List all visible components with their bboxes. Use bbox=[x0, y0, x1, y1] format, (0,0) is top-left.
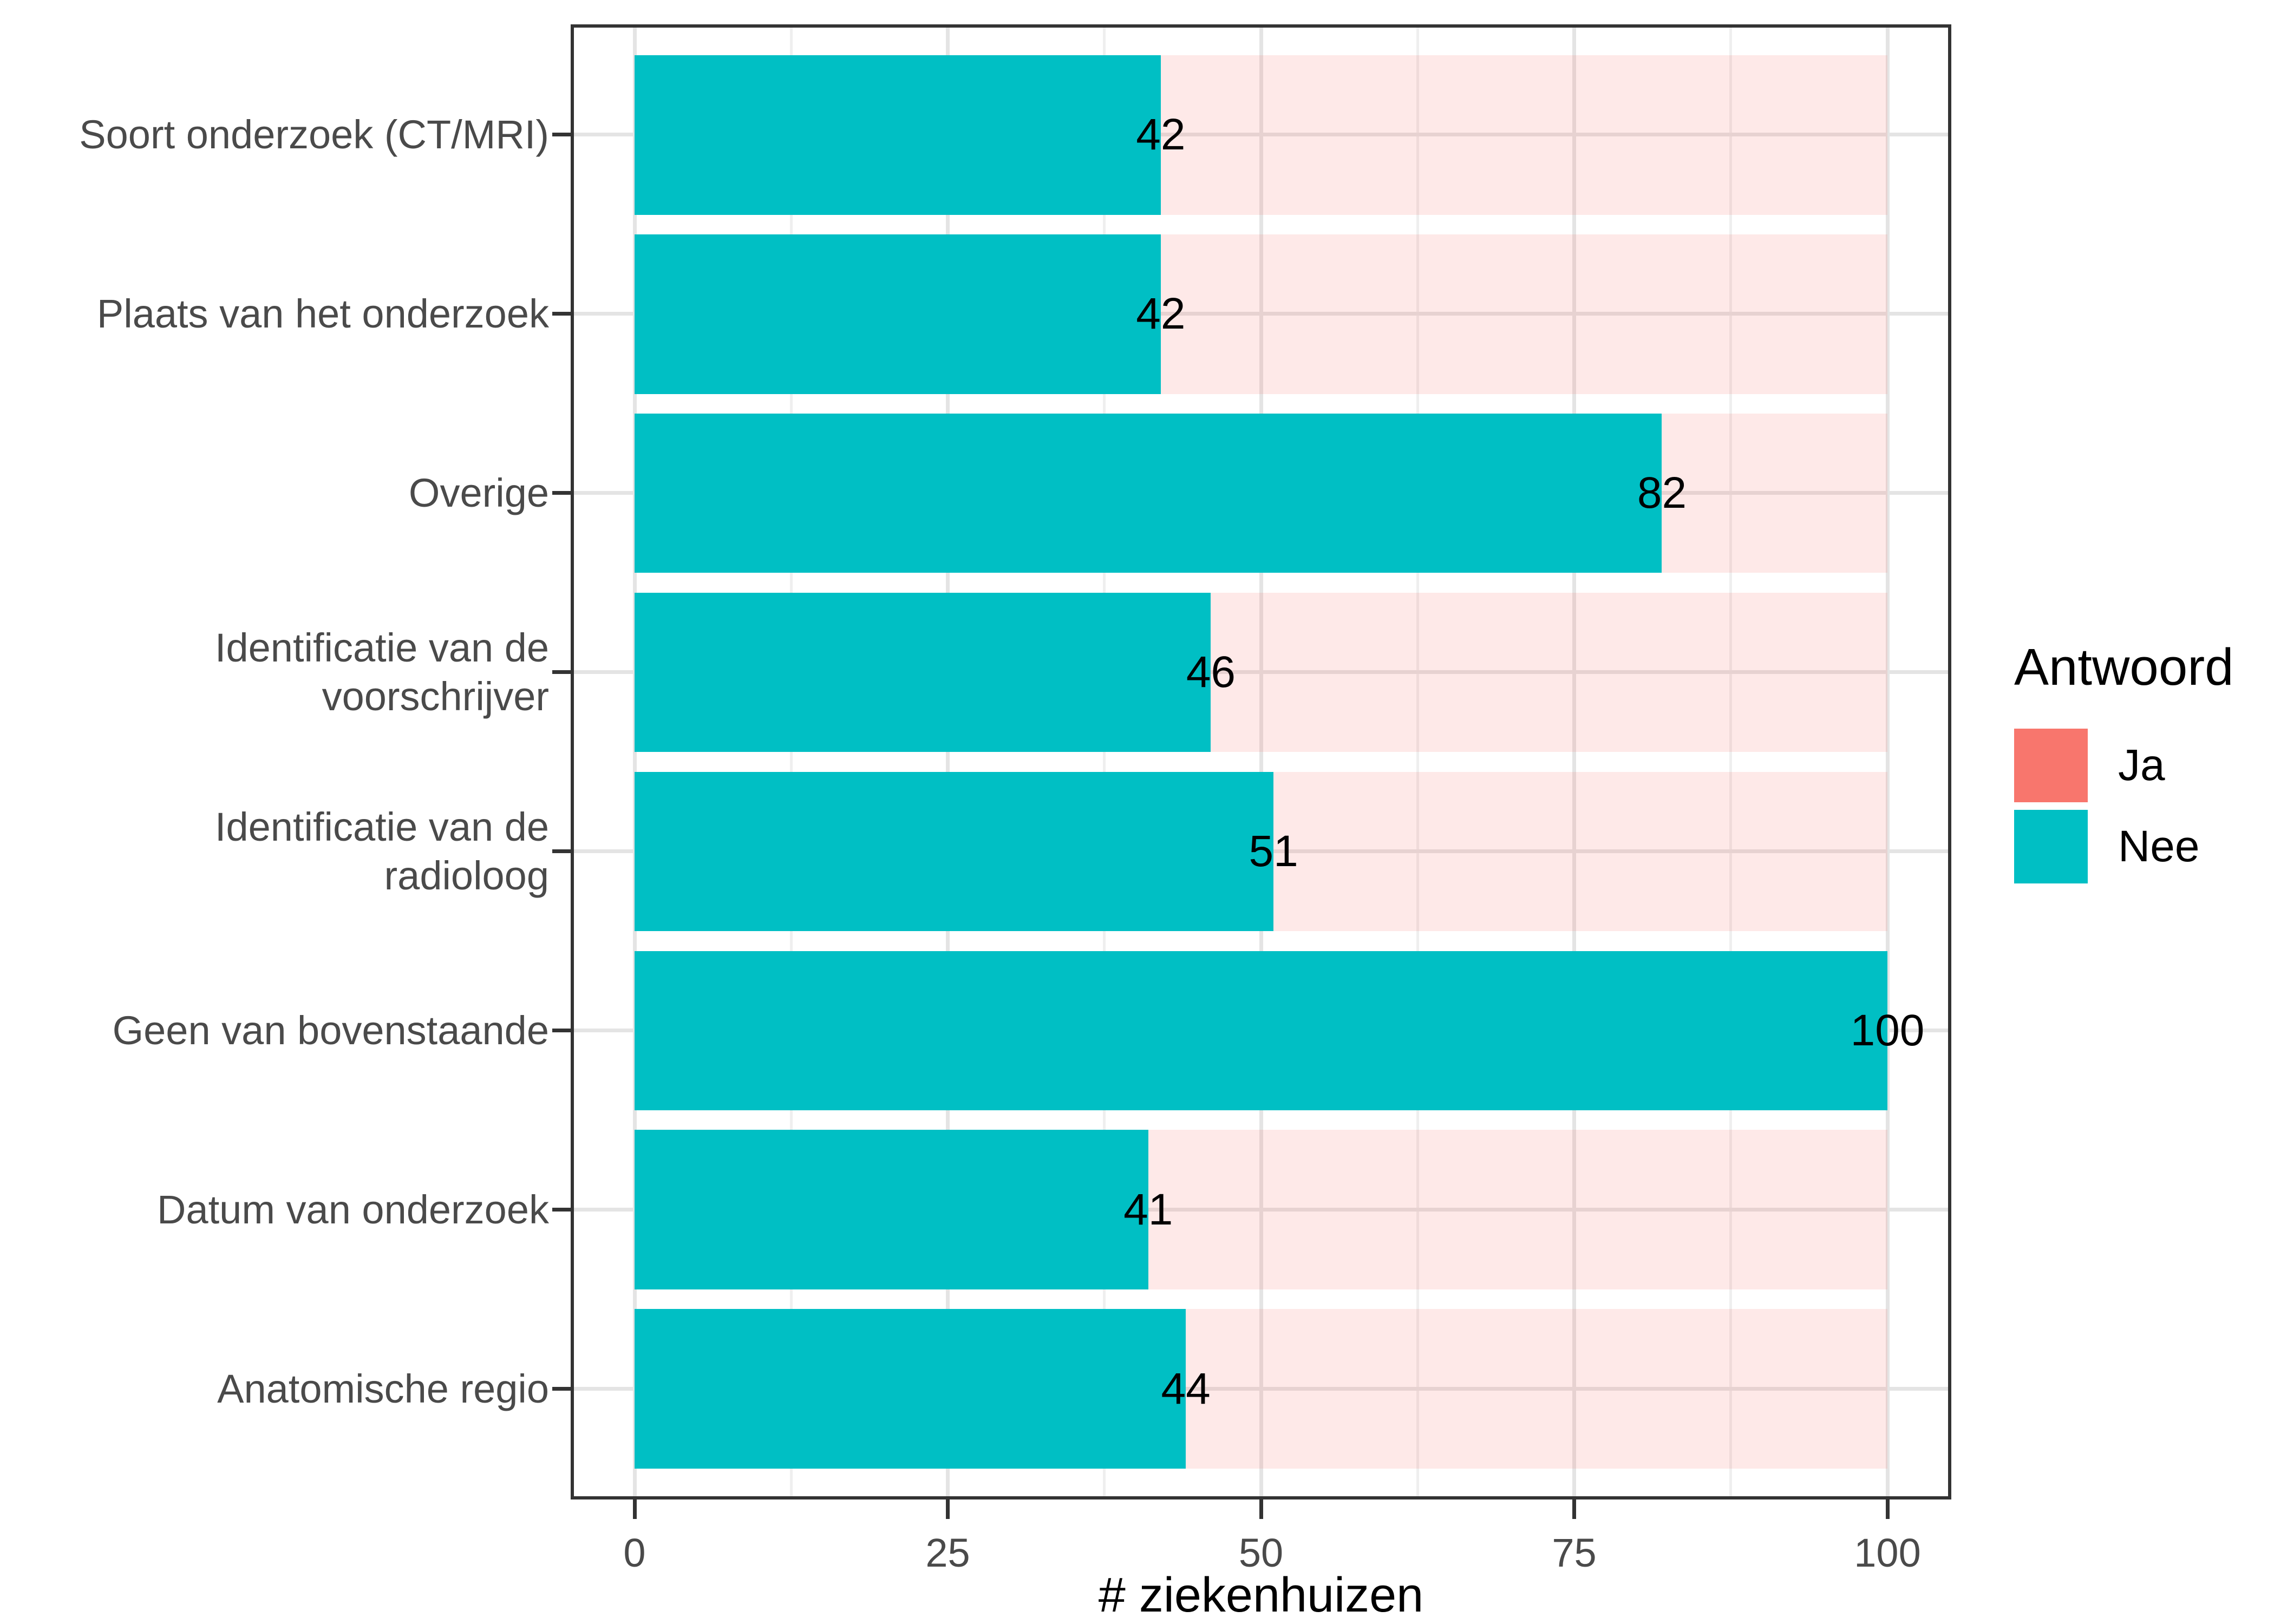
plot-panel: 42 Soort onderzoek (CT/MRI) 42 Plaats van h… bbox=[79, 24, 1951, 1575]
legend-swatch-ja bbox=[2014, 729, 2088, 802]
y-axis-label-line: Overige bbox=[408, 470, 549, 516]
bar-ja bbox=[1148, 1130, 1887, 1289]
bar-nee bbox=[635, 771, 1274, 932]
y-axis-tick bbox=[552, 670, 571, 675]
y-axis-label-line: Geen van bovenstaande bbox=[112, 1007, 549, 1053]
y-axis-label-line: Identificatie van de bbox=[214, 804, 549, 849]
y-axis-tick bbox=[552, 1028, 571, 1032]
bar-nee bbox=[635, 592, 1211, 752]
chart-row: 41 Datum van onderzoek bbox=[157, 1120, 1948, 1299]
x-axis-tick-label: 25 bbox=[925, 1530, 970, 1575]
y-axis-label: Plaats van het onderzoek bbox=[97, 290, 549, 338]
grid-line-v-major bbox=[946, 28, 950, 1496]
grid-line-v-major bbox=[632, 28, 637, 1496]
x-axis-tick bbox=[1572, 1499, 1576, 1519]
x-axis-tick-label: 75 bbox=[1552, 1530, 1597, 1575]
legend-item-nee: Nee bbox=[2014, 810, 2234, 883]
x-axis-tick bbox=[946, 1499, 950, 1519]
bar-ja bbox=[1160, 234, 1887, 394]
bar-nee bbox=[635, 55, 1161, 215]
y-axis-label-line: Anatomische regio bbox=[217, 1366, 549, 1411]
legend-swatch-nee bbox=[2014, 810, 2088, 883]
y-axis-label-line: Datum van onderzoek bbox=[157, 1187, 549, 1232]
legend-title: Antwoord bbox=[2014, 638, 2234, 696]
y-axis-label-line: Identificatie van de bbox=[214, 625, 549, 671]
y-axis-tick bbox=[552, 491, 571, 495]
x-axis-tick-label: 0 bbox=[623, 1530, 646, 1575]
legend-label-nee: Nee bbox=[2118, 822, 2200, 871]
y-axis-label: Identificatie van de radioloog bbox=[215, 803, 549, 900]
bar-value-label: 46 bbox=[1186, 647, 1236, 697]
chart-row: 44 Anatomische regio bbox=[217, 1299, 1948, 1478]
bar-ja bbox=[1662, 413, 1887, 573]
x-axis-tick bbox=[1885, 1499, 1890, 1519]
bar-ja bbox=[1273, 771, 1887, 932]
y-axis-label-line: Plaats van het onderzoek bbox=[96, 291, 549, 337]
grid-line-v-minor bbox=[1103, 28, 1106, 1496]
y-axis-tick bbox=[552, 1207, 571, 1212]
y-axis-label: Identificatie van de voorschrijver bbox=[215, 624, 549, 721]
x-axis-layer: 0 25 50 75 100 bbox=[574, 28, 1948, 1575]
chart-row: 51 Identificatie van de radioloog bbox=[215, 762, 1948, 941]
bar-ja bbox=[1211, 592, 1887, 752]
x-axis-tick-label: 100 bbox=[1854, 1530, 1921, 1575]
chart-row: 42 Soort onderzoek (CT/MRI) bbox=[79, 45, 1948, 225]
chart-row: 100 Geen van bovenstaande bbox=[113, 941, 1948, 1120]
bar-nee bbox=[635, 413, 1662, 573]
grid-line-v-minor bbox=[1729, 28, 1733, 1496]
grid-line-v-major bbox=[1572, 28, 1576, 1496]
legend-label-ja: Ja bbox=[2118, 741, 2165, 790]
bar-rows: 42 Soort onderzoek (CT/MRI) 42 Plaats van h… bbox=[79, 28, 1948, 1496]
bar-ja bbox=[1160, 55, 1887, 215]
y-axis-label: Soort onderzoek (CT/MRI) bbox=[79, 110, 549, 159]
chart-row: 82 Overige bbox=[409, 404, 1948, 583]
grid-line-h bbox=[574, 670, 1948, 675]
y-axis-label-line: Soort onderzoek (CT/MRI) bbox=[79, 112, 549, 158]
grid-line-h bbox=[574, 1207, 1948, 1212]
chart-row: 42 Plaats van het onderzoek bbox=[97, 225, 1948, 404]
grid-line-v-major bbox=[1885, 28, 1890, 1496]
y-axis-label-line: voorschrijver bbox=[322, 674, 549, 719]
grid-line-h bbox=[574, 133, 1948, 137]
bar-nee bbox=[635, 951, 1887, 1111]
y-axis-label-line: radioloog bbox=[384, 853, 549, 898]
bar-value-label: 42 bbox=[1136, 289, 1186, 339]
x-axis-tick bbox=[632, 1499, 637, 1519]
y-axis-label: Overige bbox=[409, 469, 549, 518]
grid-line-h bbox=[574, 312, 1948, 316]
y-axis-label: Geen van bovenstaande bbox=[113, 1006, 549, 1055]
x-axis-tick bbox=[1259, 1499, 1263, 1519]
bar-value-label: 51 bbox=[1249, 826, 1298, 876]
legend-item-ja: Ja bbox=[2014, 729, 2234, 802]
y-axis-label: Anatomische regio bbox=[217, 1365, 549, 1413]
y-axis-tick bbox=[552, 1386, 571, 1391]
legend: Antwoord Ja Nee bbox=[2014, 638, 2234, 891]
bar-nee bbox=[635, 1309, 1186, 1469]
grid-line-h bbox=[574, 1386, 1948, 1391]
y-axis-label: Datum van onderzoek bbox=[157, 1186, 549, 1234]
grid-line-v-major bbox=[1259, 28, 1263, 1496]
gridline-layer bbox=[574, 28, 1948, 1496]
bar-value-label: 42 bbox=[1136, 110, 1186, 160]
chart-row: 46 Identificatie van de voorschrijver bbox=[215, 583, 1948, 762]
bar-value-label: 100 bbox=[1850, 1005, 1925, 1055]
y-axis-tick bbox=[552, 312, 571, 316]
y-axis-tick bbox=[552, 849, 571, 853]
bar-ja bbox=[1186, 1309, 1887, 1469]
grid-line-v-minor bbox=[1416, 28, 1419, 1496]
bar-nee bbox=[635, 234, 1161, 394]
bar-value-label: 41 bbox=[1123, 1184, 1173, 1234]
bar-nee bbox=[635, 1130, 1148, 1289]
x-axis-tick-label: 50 bbox=[1238, 1530, 1284, 1575]
bar-value-label: 44 bbox=[1161, 1364, 1211, 1413]
y-axis-tick bbox=[552, 133, 571, 137]
x-axis-title: # ziekenhuizen bbox=[1098, 1568, 1424, 1622]
grid-line-v-minor bbox=[789, 28, 793, 1496]
bar-value-label: 82 bbox=[1637, 468, 1687, 518]
